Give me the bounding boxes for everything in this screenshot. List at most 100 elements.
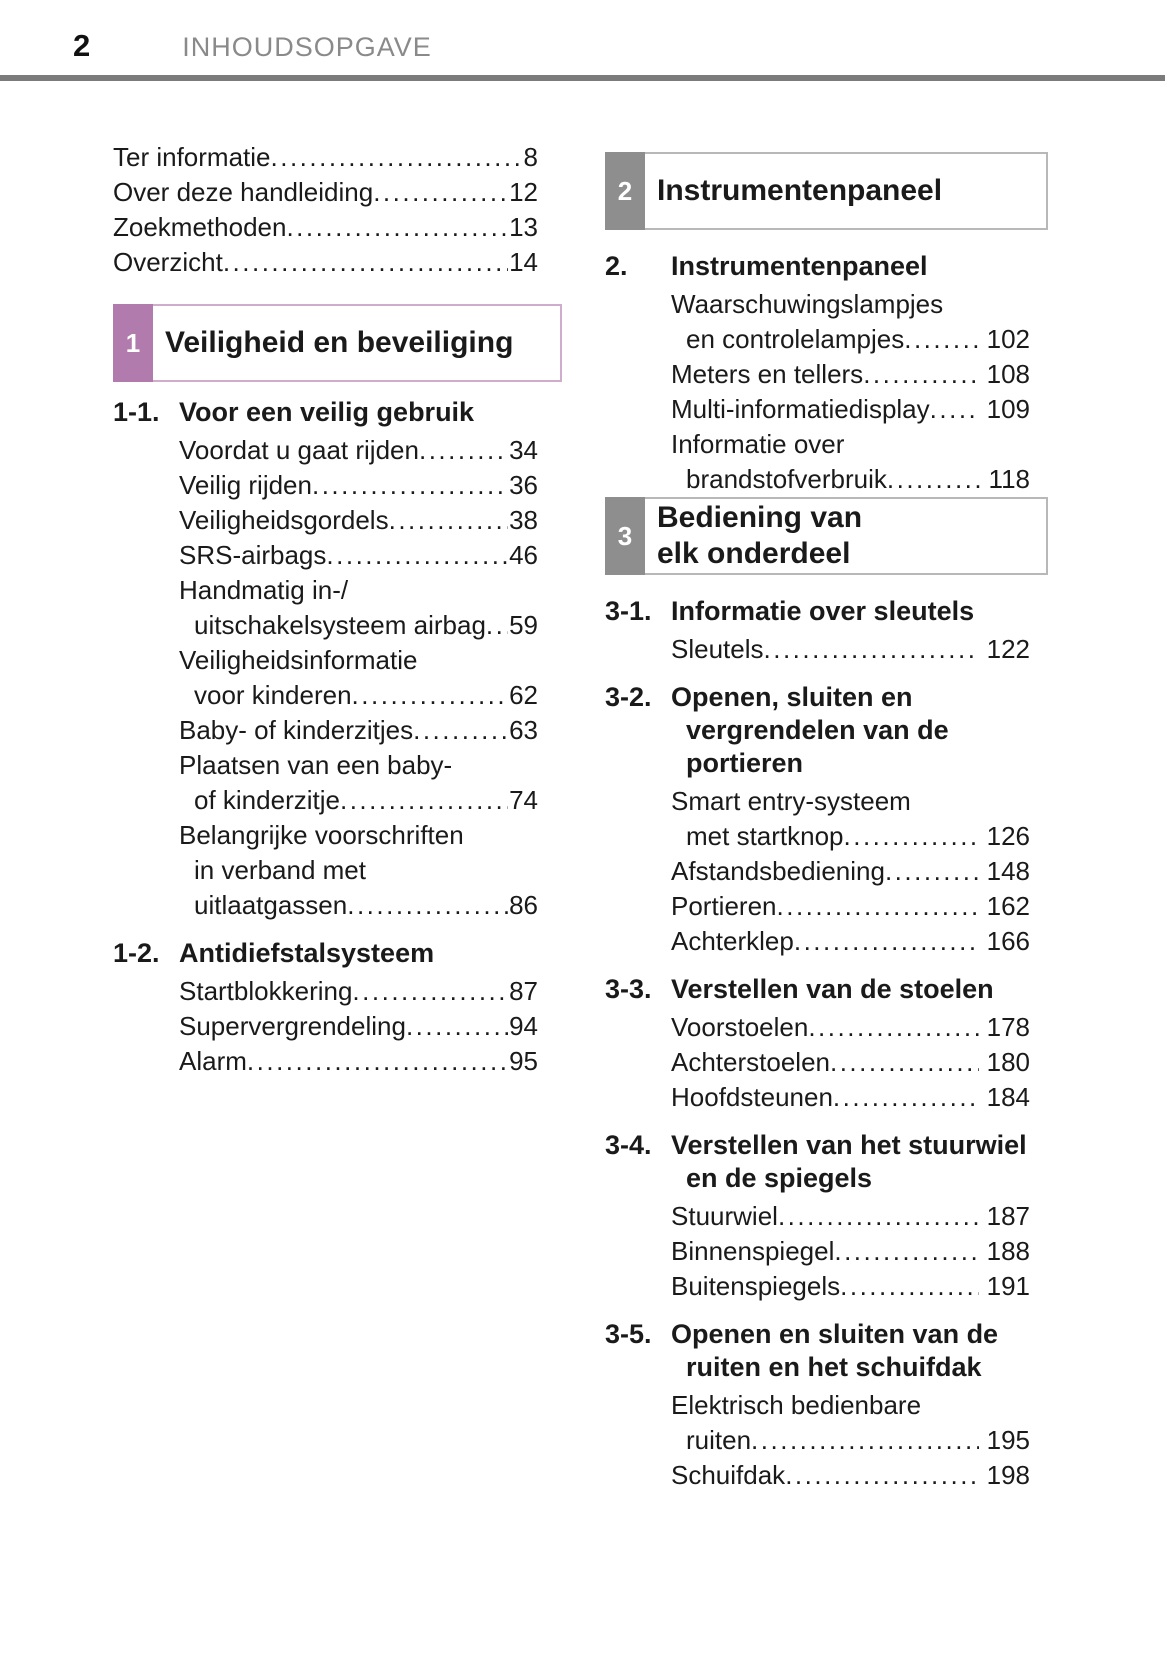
toc-entry-prelines: Elektrisch bedienbare xyxy=(671,1388,1030,1423)
toc-entry-line: Veiligheidsinformatie xyxy=(179,645,418,675)
section-items: Elektrisch bedienbare ruiten 195 Schuifd… xyxy=(605,1388,1030,1493)
toc-entry-label: Stuurwiel xyxy=(671,1201,778,1231)
toc-entry-page: 180 xyxy=(986,1047,1030,1077)
dot-leader xyxy=(352,974,508,1009)
section-heading: 3-1. Informatie over sleutels xyxy=(605,595,1030,628)
section-heading: 3-5. Openen en sluiten van de ruiten en h… xyxy=(605,1318,1030,1384)
right-column: 2 Instrumentenpaneel 2. Instrumentenpane… xyxy=(605,152,1048,1493)
toc-entry-page: 102 xyxy=(986,324,1030,354)
toc-entry-page: 62 xyxy=(509,680,538,710)
toc-entry-label: uitschakelsysteem airbag xyxy=(194,610,486,640)
toc-entry: Smart entry-systeem met startknop 126 xyxy=(605,784,1030,854)
toc-entry-page: 46 xyxy=(509,540,538,570)
section-items: Startblokkering 87 Supervergrendeling 94… xyxy=(113,974,538,1079)
toc-entry-prelines: Smart entry-systeem xyxy=(671,784,1030,819)
section-items: Waarschuwingslampjes en controlelampjes … xyxy=(605,287,1030,497)
section-number: 3-1. xyxy=(605,596,652,626)
toc-entry-label: Voorstoelen xyxy=(671,1012,809,1042)
toc-entry-line: Informatie over xyxy=(671,429,845,459)
dot-leader xyxy=(271,140,523,175)
toc-entry-row: SRS-airbags 46 xyxy=(179,538,538,573)
section-title: Instrumentenpaneel xyxy=(671,250,928,283)
toc-entry-page: 94 xyxy=(509,1011,538,1041)
toc-entry-page: 148 xyxy=(986,856,1030,886)
toc-entry-label: uitlaatgassen xyxy=(194,890,348,920)
toc-entry-row: Over deze handleiding 12 xyxy=(113,175,538,210)
toc-entry-page: 13 xyxy=(509,212,538,242)
chapter-title: Veiligheid en beveiliging xyxy=(165,325,513,361)
toc-entry-prelines: Plaatsen van een baby- xyxy=(179,748,538,783)
section-title-line: Openen en sluiten van de xyxy=(671,1319,999,1349)
dot-leader xyxy=(286,210,508,245)
section-title-line: Instrumentenpaneel xyxy=(671,251,928,281)
section-title-line: Antidiefstalsysteem xyxy=(179,938,435,968)
toc-entry: Elektrisch bedienbare ruiten 195 xyxy=(605,1388,1030,1458)
toc-entry: Achterstoelen 180 xyxy=(605,1045,1030,1080)
toc-entry-row: Voordat u gaat rijden 34 xyxy=(179,433,538,468)
toc-entry-label: Baby- of kinderzitjes xyxy=(179,715,414,745)
section-number: 2. xyxy=(605,251,628,281)
toc-entry: Achterklep 166 xyxy=(605,924,1030,959)
toc-entry-page: 198 xyxy=(986,1460,1030,1490)
toc-section: 2. Instrumentenpaneel Waarschuwingslampj… xyxy=(605,250,1030,497)
toc-entry-row: Portieren 162 xyxy=(671,889,1030,924)
toc-entry-page: 63 xyxy=(509,715,538,745)
chapter-title-line: Bediening van xyxy=(657,501,863,534)
toc-entry-label: Binnenspiegel xyxy=(671,1236,835,1266)
toc-entry-label: Achterklep xyxy=(671,926,794,956)
toc-entry-row: Zoekmethoden 13 xyxy=(113,210,538,245)
dot-leader xyxy=(840,1269,978,1304)
toc-entry-row: Buitenspiegels 191 xyxy=(671,1269,1030,1304)
chapter-title: Instrumentenpaneel xyxy=(657,173,942,209)
toc-entry-page: 178 xyxy=(986,1012,1030,1042)
chapter-banner: 3 Bediening van elk onderdeel xyxy=(605,497,1048,575)
toc-entry-line: Smart entry-systeem xyxy=(671,786,911,816)
toc-entry-page: 162 xyxy=(986,891,1030,921)
toc-entry-page: 38 xyxy=(509,505,538,535)
dot-leader xyxy=(326,538,508,573)
toc-entry: Voordat u gaat rijden 34 xyxy=(113,433,538,468)
toc-entry-page: 188 xyxy=(986,1236,1030,1266)
section-title-line: Verstellen van het stuurwiel xyxy=(671,1130,1027,1160)
toc-entry-prelines: Informatie over xyxy=(671,427,1030,462)
toc-section: 3-3. Verstellen van de stoelen Voorstoel… xyxy=(605,973,1030,1115)
toc-entry-page: 86 xyxy=(509,890,538,920)
section-title: Openen, sluiten en vergrendelen van de por… xyxy=(671,681,949,780)
section-heading: 1-1. Voor een veilig gebruik xyxy=(113,396,538,429)
toc-entry-prelines: Veiligheidsinformatie xyxy=(179,643,538,678)
dot-leader xyxy=(863,357,978,392)
toc-entry-row: Ter informatie 8 xyxy=(113,140,538,175)
toc-entry-page: 191 xyxy=(986,1271,1030,1301)
toc-entry-row: Schuifdak 198 xyxy=(671,1458,1030,1493)
section-heading: 3-3. Verstellen van de stoelen xyxy=(605,973,1030,1006)
dot-leader xyxy=(834,1234,978,1269)
toc-entry: Binnenspiegel 188 xyxy=(605,1234,1030,1269)
toc-section: 3-1. Informatie over sleutels Sleutels 1… xyxy=(605,595,1030,667)
toc-entry-page: 118 xyxy=(988,464,1030,494)
section-number: 3-5. xyxy=(605,1319,652,1349)
dot-leader xyxy=(904,322,978,357)
toc-entry-label: Veiligheidsgordels xyxy=(179,505,389,535)
toc-entry-prelines: Handmatig in-/ xyxy=(179,573,538,608)
dot-leader xyxy=(778,1199,979,1234)
dot-leader xyxy=(373,175,508,210)
toc-entry: Sleutels 122 xyxy=(605,632,1030,667)
section-number: 1-1. xyxy=(113,397,160,427)
toc-entry-row: Overzicht 14 xyxy=(113,245,538,280)
toc-section: 1-2. Antidiefstalsysteem Startblokkering… xyxy=(113,937,538,1079)
toc-entry-page: 59 xyxy=(509,610,538,640)
toc-entry-page: 184 xyxy=(986,1082,1030,1112)
toc-entry: Supervergrendeling 94 xyxy=(113,1009,538,1044)
toc-entry-row: Voorstoelen 178 xyxy=(671,1010,1030,1045)
toc-entry-page: 95 xyxy=(509,1046,538,1076)
toc-entry-row: brandstofverbruik 118 xyxy=(671,462,1030,497)
toc-entry: Stuurwiel 187 xyxy=(605,1199,1030,1234)
toc-entry-row: Stuurwiel 187 xyxy=(671,1199,1030,1234)
section-items: Sleutels 122 xyxy=(605,632,1030,667)
toc-entry-label: met startknop xyxy=(686,821,844,851)
toc-entry-page: 126 xyxy=(986,821,1030,851)
toc-entry-line: Waarschuwingslampjes xyxy=(671,289,944,319)
toc-entry-label: voor kinderen xyxy=(194,680,352,710)
toc-entry-prelines: Waarschuwingslampjes xyxy=(671,287,1030,322)
toc-entry-page: 74 xyxy=(509,785,538,815)
